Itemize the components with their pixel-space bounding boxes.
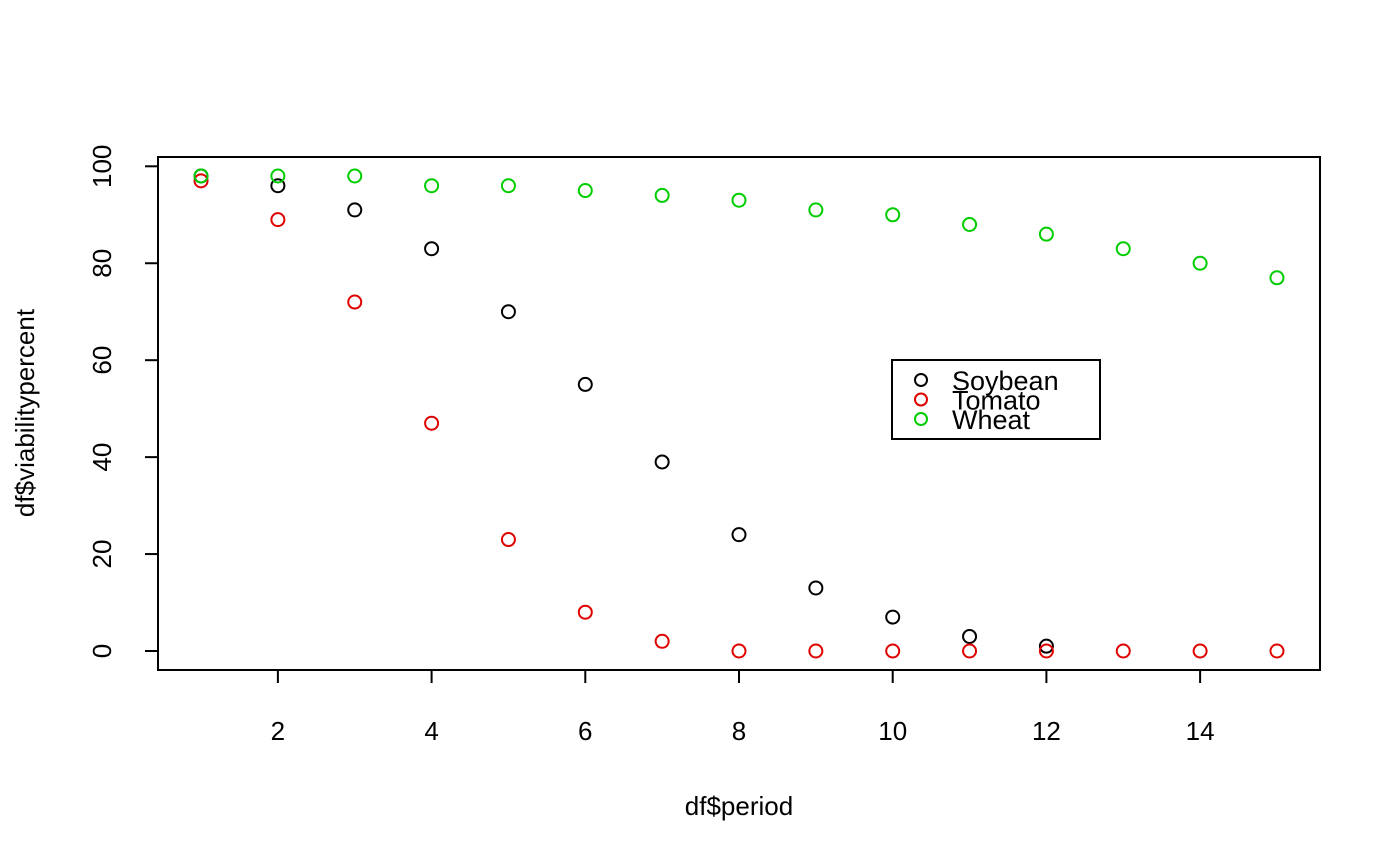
wheat-point <box>1115 241 1131 257</box>
y-tick-label: 40 <box>87 443 117 472</box>
wheat-point <box>193 168 209 184</box>
x-tick-label: 10 <box>878 716 907 746</box>
wheat-point <box>1038 226 1054 242</box>
legend-marker-tomato <box>914 392 928 407</box>
soybean-point <box>885 609 901 625</box>
y-tick-label: 0 <box>87 644 117 658</box>
tomato-point <box>424 415 440 431</box>
tomato-point <box>1115 643 1131 659</box>
soybean-point <box>577 376 593 392</box>
x-axis-label: df$period <box>685 791 793 821</box>
y-axis-label: df$viabilitypercent <box>10 308 40 517</box>
legend-label-soybean: Soybean <box>952 366 1059 396</box>
tomato-point <box>654 633 670 649</box>
tomato-point <box>1192 643 1208 659</box>
tomato-point <box>1269 643 1285 659</box>
y-axis: 0 20 40 60 80 100 <box>87 145 159 658</box>
tomato-point <box>885 643 901 659</box>
tomato-point <box>962 643 978 659</box>
soybean-point <box>270 178 286 194</box>
wheat-point <box>962 216 978 232</box>
x-tick-label: 6 <box>578 716 592 746</box>
tomato-point <box>270 212 286 228</box>
soybean-point <box>347 202 363 218</box>
y-tick-label: 80 <box>87 249 117 278</box>
tomato-point <box>1038 643 1054 659</box>
soybean-point <box>500 304 516 320</box>
legend-label-wheat: Wheat <box>952 405 1031 435</box>
legend-marker-wheat <box>914 412 928 426</box>
tomato-point <box>500 532 516 548</box>
tomato-point <box>577 604 593 620</box>
legend-marker-soybean <box>914 373 928 387</box>
wheat-point <box>424 178 440 194</box>
x-tick-label: 4 <box>424 716 438 746</box>
data-points <box>193 168 1285 659</box>
wheat-point <box>1192 255 1208 271</box>
wheat-point <box>808 202 824 218</box>
wheat-point <box>731 192 747 208</box>
plot-box <box>157 156 1321 671</box>
tomato-point <box>731 643 747 659</box>
x-tick-label: 8 <box>732 716 746 746</box>
wheat-point <box>347 168 363 184</box>
soybean-point <box>962 628 978 644</box>
x-axis: 2 4 6 8 10 12 14 <box>271 669 1215 746</box>
wheat-point <box>577 183 593 199</box>
wheat-point <box>270 168 286 184</box>
x-tick-label: 12 <box>1032 716 1061 746</box>
soybean-point <box>654 454 670 470</box>
wheat-point <box>1269 270 1285 286</box>
wheat-point <box>654 187 670 203</box>
tomato-point <box>193 173 209 189</box>
y-tick-label: 100 <box>87 145 117 188</box>
legend-label-tomato: Tomato <box>952 386 1041 416</box>
wheat-point <box>885 207 901 223</box>
wheat-point <box>500 178 516 194</box>
x-tick-label: 2 <box>271 716 285 746</box>
soybean-point <box>1038 638 1054 654</box>
y-tick-label: 20 <box>87 540 117 569</box>
y-tick-label: 60 <box>87 346 117 375</box>
soybean-point <box>424 241 440 257</box>
soybean-point <box>808 580 824 596</box>
soybean-point <box>731 527 747 543</box>
tomato-point <box>347 294 363 310</box>
tomato-point <box>808 643 824 659</box>
x-tick-label: 14 <box>1186 716 1215 746</box>
